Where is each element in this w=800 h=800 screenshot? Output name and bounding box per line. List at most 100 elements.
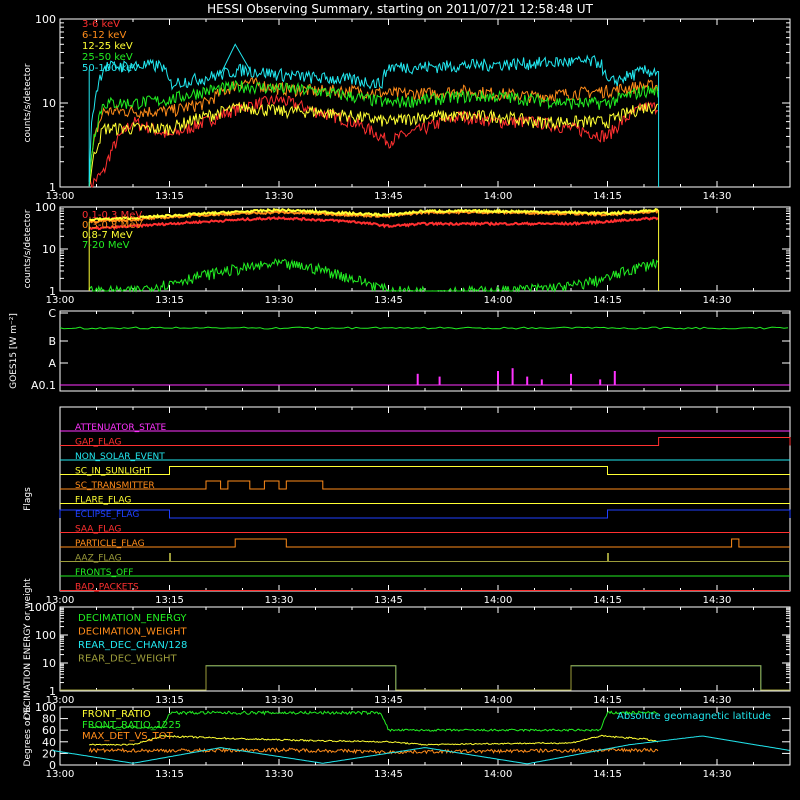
y-tick-label: A xyxy=(48,357,56,370)
x-tick-label: 14:00 xyxy=(484,295,513,306)
flag-label: ATTENUATOR_STATE xyxy=(75,423,167,433)
x-tick-label: 14:15 xyxy=(593,191,622,202)
legend-entry: 6-12 keV xyxy=(82,30,126,41)
y-tick-label: 1 xyxy=(49,685,56,698)
y-axis-label: DECIMATION ENERGY or weight xyxy=(23,578,33,720)
legend-entry: FRONT_RATIO_1225 xyxy=(82,720,181,731)
legend-entry: 25-50 keV xyxy=(82,52,133,63)
series-line xyxy=(89,207,659,222)
legend-entry: 0.3-0.8 MeV xyxy=(82,220,142,231)
x-tick-label: 14:30 xyxy=(703,769,732,780)
x-tick-label: 14:00 xyxy=(484,191,513,202)
flag-label: SC_IN_SUNLIGHT xyxy=(75,467,152,477)
legend-entry: FRONT_RATIO xyxy=(82,709,151,720)
legend-entry: 50-100 keV xyxy=(82,63,139,74)
flag-label: FRONTS_OFF xyxy=(75,568,133,578)
x-tick-label: 14:30 xyxy=(703,695,732,706)
series-line xyxy=(88,79,659,186)
x-tick-label: 13:15 xyxy=(155,191,184,202)
x-tick-label: 14:15 xyxy=(593,769,622,780)
y-axis-label: counts/s/detector xyxy=(23,63,33,142)
x-tick-label: 13:15 xyxy=(155,769,184,780)
series-line xyxy=(88,747,659,755)
y-tick-label: 100 xyxy=(35,701,56,714)
panel-goes-flux: GOES15 [W m⁻²] A0.1 AB C xyxy=(9,307,791,392)
y-tick-label: 1 xyxy=(49,285,56,298)
flag-trace xyxy=(59,509,791,519)
goes-long-channel xyxy=(59,326,789,330)
x-tick-label: 14:00 xyxy=(484,769,513,780)
figure-title: HESSI Observing Summary, starting on 201… xyxy=(207,2,593,16)
flag-label: NON_SOLAR_EVENT xyxy=(75,452,165,462)
legend-entry: 0.8-7 MeV xyxy=(82,230,133,241)
flag-label: AAZ_FLAG xyxy=(75,554,122,564)
legend-entry: DECIMATION_WEIGHT xyxy=(78,627,187,638)
x-tick-label: 13:30 xyxy=(265,295,294,306)
x-tick-label: 13:00 xyxy=(46,769,75,780)
series-line xyxy=(88,54,659,182)
x-tick-label: 14:15 xyxy=(593,595,622,606)
y-tick-label: 20 xyxy=(42,747,56,760)
x-tick-label: 13:30 xyxy=(265,191,294,202)
y-tick-label: B xyxy=(48,335,56,348)
panel-low-energy-count-rates: 13:00 13:15 13:30 13:45 14:00 14:15 14:30 count… xyxy=(23,13,791,202)
x-tick-label: 13:00 xyxy=(46,695,75,706)
x-tick-label: 13:00 xyxy=(46,595,75,606)
x-tick-label: 13:45 xyxy=(374,595,403,606)
legend-entry: Absolute geomagnetic latitude xyxy=(617,711,771,722)
flag-label: FLARE_FLAG xyxy=(75,496,131,506)
legend-entry: 12-25 keV xyxy=(82,41,133,52)
legend-entry: 7-20 MeV xyxy=(82,240,130,251)
x-tick-label: 13:45 xyxy=(374,295,403,306)
panel-decimation: 13:00 13:15 13:30 13:45 14:00 14:15 14:30 DECIM… xyxy=(23,578,791,720)
y-tick-label: 80 xyxy=(42,713,56,726)
flag-label: BAD_PACKETS xyxy=(75,583,139,593)
flag-trace xyxy=(60,553,790,562)
series-peak xyxy=(220,43,251,75)
flag-trace xyxy=(60,437,791,446)
x-tick-label: 14:30 xyxy=(703,295,732,306)
legend-entry: MAX_DET_VS_TOT xyxy=(82,731,174,742)
y-tick-label: 100 xyxy=(35,629,56,642)
series-line xyxy=(52,735,790,765)
x-tick-label: 13:00 xyxy=(46,191,75,202)
y-tick-label: 100 xyxy=(35,13,56,26)
x-tick-label: 13:45 xyxy=(374,191,403,202)
y-tick-label: 10 xyxy=(42,97,56,110)
flag-label: PARTICLE_FLAG xyxy=(75,539,145,549)
x-tick-label: 14:30 xyxy=(703,595,732,606)
x-tick-label: 14:30 xyxy=(703,191,732,202)
y-tick-label: 40 xyxy=(42,736,56,749)
y-tick-label: C xyxy=(48,307,56,320)
legend-entry: REAR_DEC_WEIGHT xyxy=(78,654,177,665)
y-axis-label: counts/s/detector xyxy=(23,209,33,288)
x-tick-label: 13:30 xyxy=(265,695,294,706)
legend-entry: DECIMATION_ENERGY xyxy=(78,613,187,624)
series-line xyxy=(88,258,659,293)
y-axis-label: GOES15 [W m⁻²] xyxy=(9,313,19,389)
legend-entry: REAR_DEC_CHAN/128 xyxy=(78,640,187,651)
y-tick-label: 100 xyxy=(35,201,56,214)
series-line xyxy=(89,734,659,746)
y-axis-label: Flags xyxy=(23,487,33,511)
flag-trace xyxy=(60,466,790,475)
x-tick-label: 13:45 xyxy=(374,769,403,780)
x-tick-label: 13:00 xyxy=(46,295,75,306)
series-line xyxy=(88,216,659,231)
series-line xyxy=(88,710,659,732)
x-tick-label: 14:00 xyxy=(484,695,513,706)
y-tick-label: A0.1 xyxy=(31,379,56,392)
y-axis-label: Degrees or % xyxy=(23,705,33,766)
x-tick-label: 13:45 xyxy=(374,695,403,706)
x-tick-label: 14:00 xyxy=(484,595,513,606)
flag-label: GAP_FLAG xyxy=(75,438,121,448)
panel-flags: 13:00 13:15 13:30 13:45 14:00 14:15 14:30 Flags… xyxy=(23,406,791,606)
y-tick-label: 1 xyxy=(49,181,56,194)
x-tick-label: 13:30 xyxy=(265,595,294,606)
decimation-trace xyxy=(60,665,790,691)
series-line xyxy=(88,101,659,187)
flag-trace xyxy=(60,538,790,548)
legend-entry: 3-6 keV xyxy=(82,19,120,30)
